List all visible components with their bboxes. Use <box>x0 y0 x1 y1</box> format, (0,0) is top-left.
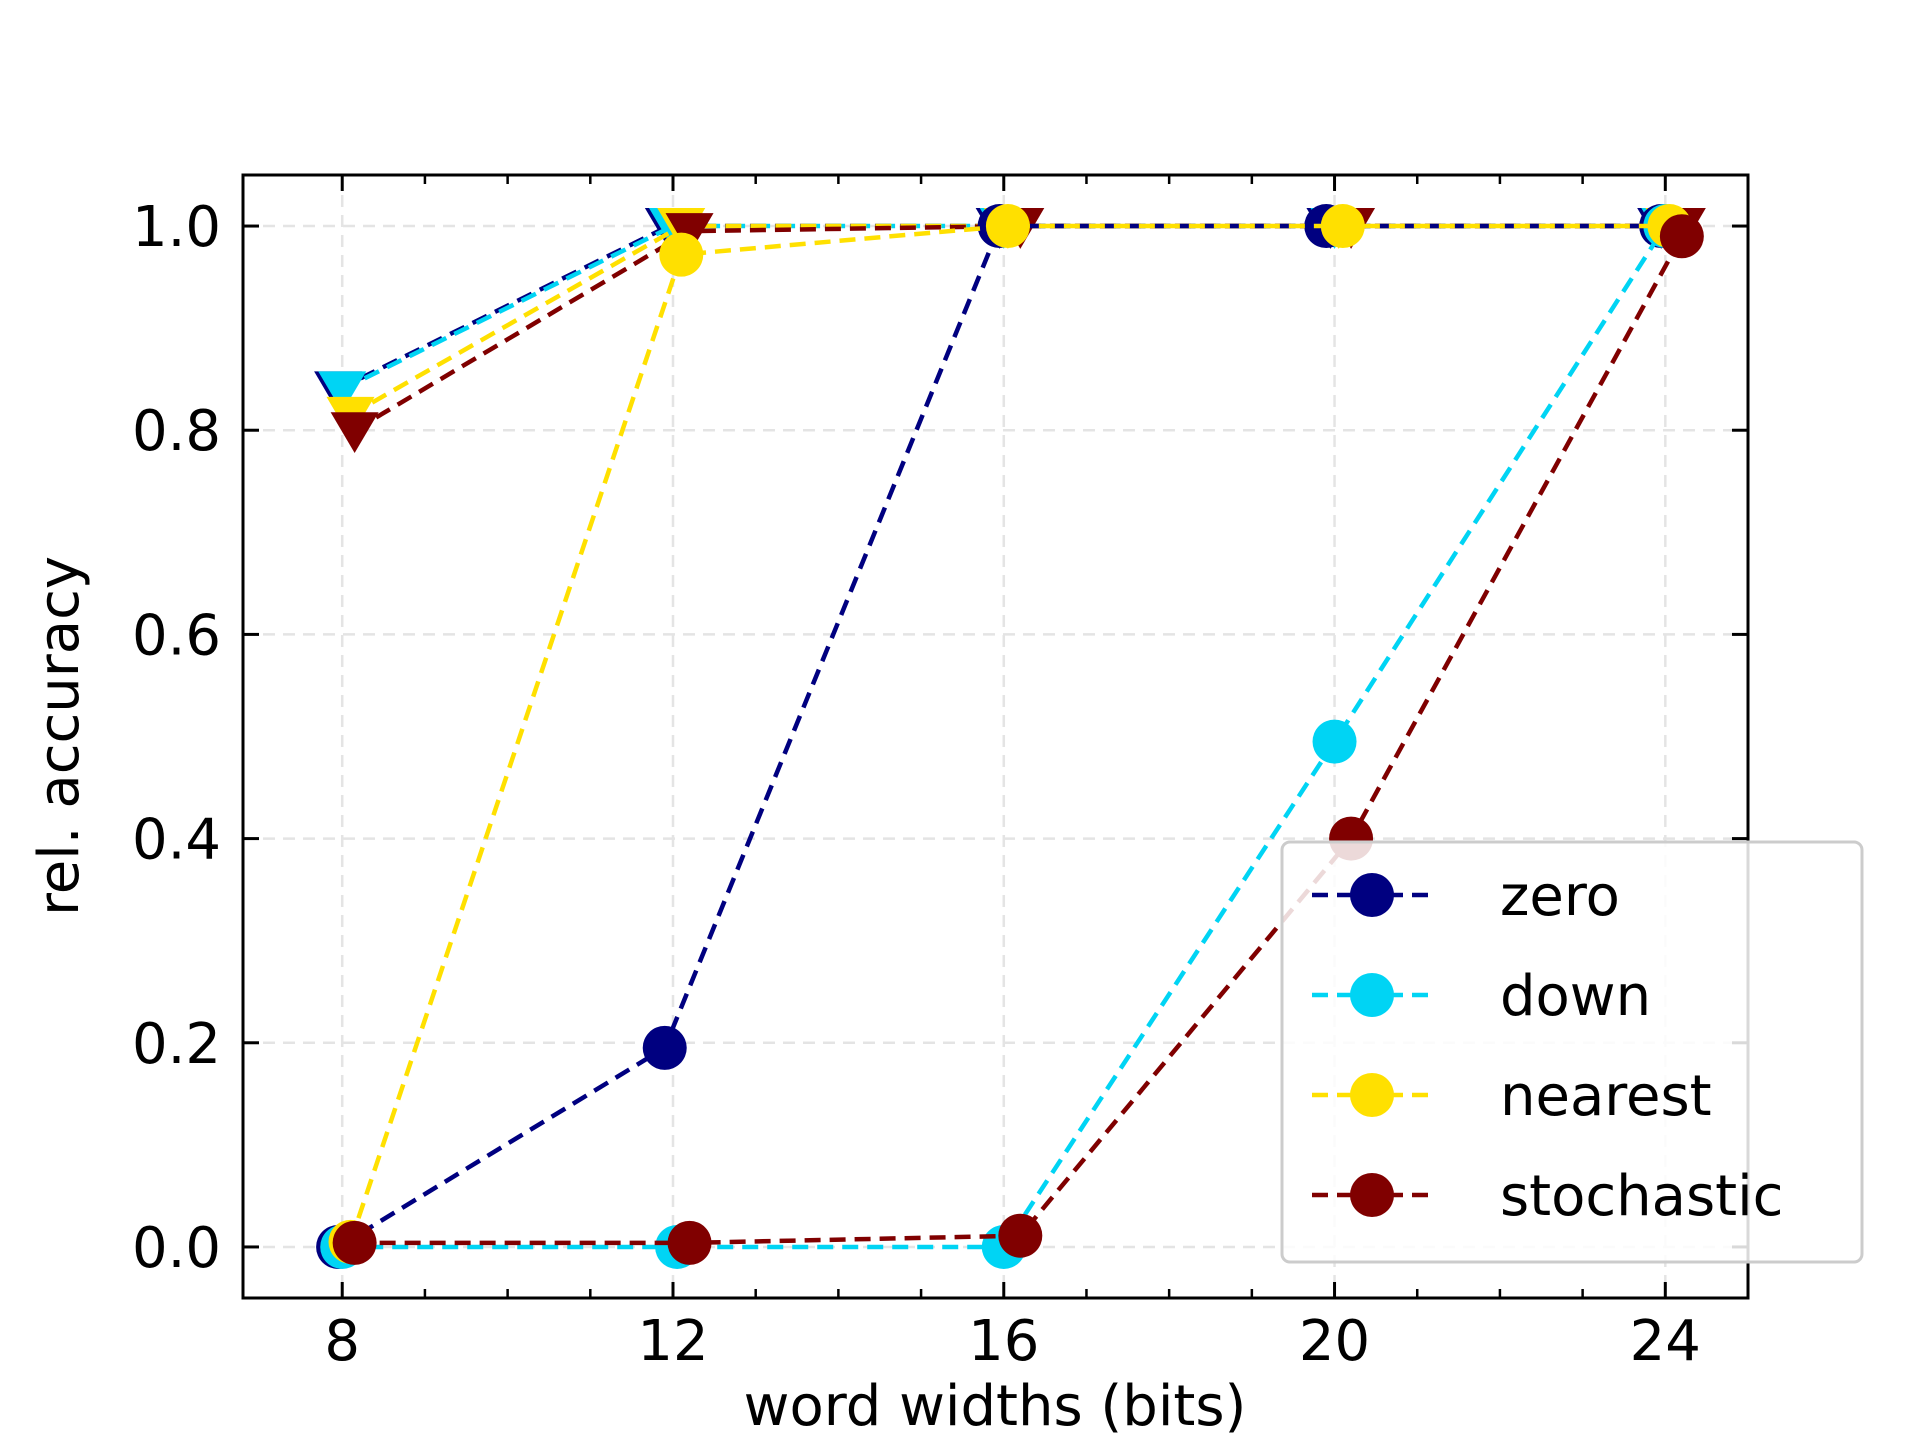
legend-marker <box>1350 873 1394 917</box>
plot-frame <box>241 173 1750 1300</box>
x-tick-label: 12 <box>637 1309 708 1374</box>
data-point <box>659 232 704 277</box>
x-tick-label: 16 <box>968 1309 1039 1374</box>
data-point <box>642 1025 687 1070</box>
data-point-triangle <box>330 412 379 454</box>
legend-label: stochastic <box>1500 1164 1783 1229</box>
x-axis-label: word widths (bits) <box>744 1374 1247 1439</box>
data-point <box>985 204 1030 249</box>
legend-marker <box>1350 1073 1394 1117</box>
y-axis-label: rel. accuracy <box>27 556 92 916</box>
y-tick-label: 0.6 <box>132 603 221 668</box>
legend-label: down <box>1500 964 1651 1029</box>
series <box>314 204 1706 1269</box>
x-tick-label: 24 <box>1630 1309 1701 1374</box>
legend-marker <box>1350 1173 1394 1217</box>
data-point-triangle <box>665 213 714 254</box>
legend-marker <box>1350 973 1394 1017</box>
tick-labels: 8 12 16 20 24 0.0 0.2 0.4 0.6 0.8 1.0 <box>132 195 1701 1374</box>
legend-label: zero <box>1500 864 1620 929</box>
data-point <box>332 1220 377 1265</box>
data-point <box>998 1213 1043 1258</box>
y-tick-label: 0.0 <box>132 1216 221 1281</box>
series-line <box>336 223 1662 1249</box>
data-point <box>1320 204 1365 249</box>
y-tick-label: 0.4 <box>132 808 221 873</box>
y-tick-label: 1.0 <box>132 195 221 260</box>
y-tick-label: 0.8 <box>132 399 221 464</box>
axis-ticks <box>243 175 1748 1298</box>
legend-frame <box>1280 840 1864 1264</box>
legend: zero down nearest stochastic <box>1280 840 1864 1264</box>
data-point <box>667 1220 712 1265</box>
y-tick-label: 0.2 <box>132 1012 221 1077</box>
x-tick-label: 8 <box>324 1309 360 1374</box>
data-point <box>1659 214 1704 259</box>
x-tick-label: 20 <box>1299 1309 1370 1374</box>
data-point <box>1312 719 1357 764</box>
data-point-triangle <box>318 371 367 413</box>
legend-label: nearest <box>1500 1064 1712 1129</box>
series-line <box>348 223 1670 1243</box>
